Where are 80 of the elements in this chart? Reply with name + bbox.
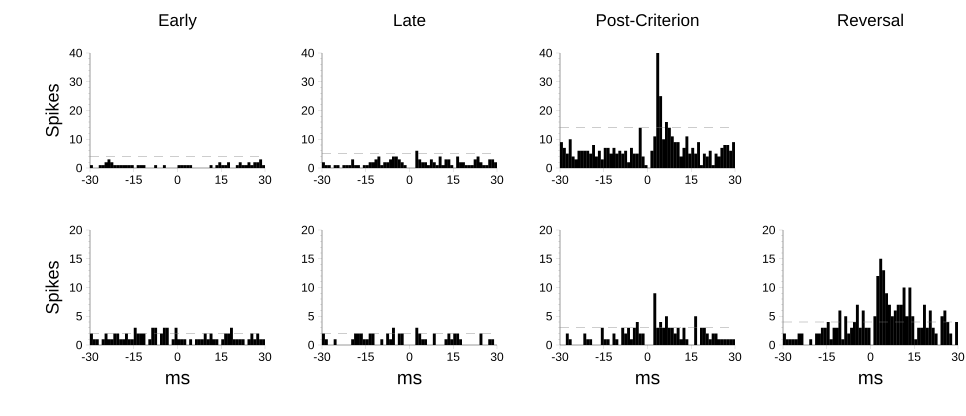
x-tick-label: 30 [952, 352, 964, 362]
y-tick-label: 5 [546, 312, 552, 320]
x-tick-label: 0 [406, 352, 412, 362]
y-tick-label: 5 [769, 312, 775, 320]
chart-title: Early [160, 14, 197, 30]
x-tick-label: -30 [82, 176, 98, 184]
x-tick-label: 0 [174, 352, 180, 362]
x-tick-label: 30 [490, 352, 504, 362]
y-tick-label: 0 [308, 340, 314, 350]
x-tick-label: -30 [774, 352, 792, 362]
x-tick-label: -15 [358, 176, 374, 184]
y-tick-label: 40 [69, 48, 82, 58]
y-tick-label: 10 [540, 283, 552, 292]
y-tick-label: 0 [76, 164, 82, 172]
y-tick-label: 0 [308, 164, 314, 172]
y-tick-label: 20 [70, 226, 82, 234]
y-tick-label: 20 [540, 226, 552, 234]
y-axis-title: Spikes [45, 261, 62, 314]
y-tick-label: 20 [302, 106, 314, 115]
x-tick-label: -30 [552, 176, 568, 184]
x-tick-label: 15 [447, 352, 460, 361]
x-axis-title: ms [636, 374, 660, 384]
y-tick-label: 20 [70, 106, 82, 115]
x-tick-label: 30 [728, 176, 742, 184]
chart-title: Late [394, 14, 426, 26]
x-tick-label: 0 [644, 176, 650, 184]
y-tick-label: 40 [301, 48, 314, 58]
x-tick-label: -15 [358, 352, 374, 361]
x-tick-label: 30 [490, 176, 504, 184]
x-tick-label: 30 [728, 352, 742, 362]
x-tick-label: -15 [596, 352, 612, 361]
x-tick-label: 15 [685, 176, 698, 184]
x-tick-label: 15 [215, 352, 228, 361]
y-tick-label: 20 [302, 226, 314, 234]
y-tick-label: 0 [546, 164, 552, 172]
x-tick-label: 0 [174, 176, 180, 184]
y-axis-title: Spikes [45, 84, 62, 137]
y-tick-label: 0 [546, 340, 552, 350]
y-tick-label: 15 [540, 254, 552, 263]
y-tick-label: 0 [769, 340, 776, 350]
y-tick-label: 30 [70, 78, 82, 86]
y-tick-label: 5 [76, 312, 82, 320]
y-tick-label: 10 [302, 283, 314, 292]
y-tick-label: 30 [302, 78, 314, 86]
y-tick-label: 15 [70, 254, 82, 263]
y-tick-label: 0 [76, 340, 82, 350]
x-tick-label: 0 [644, 352, 650, 362]
x-tick-label: -30 [314, 176, 330, 184]
y-tick-label: 10 [540, 135, 552, 144]
x-tick-label: 15 [447, 176, 460, 184]
x-tick-label: 30 [258, 176, 272, 184]
x-tick-label: -15 [818, 352, 835, 361]
y-tick-label: 20 [540, 106, 552, 115]
y-tick-label: 10 [763, 283, 776, 292]
x-tick-label: 15 [685, 352, 698, 361]
x-tick-label: 15 [908, 352, 920, 361]
y-tick-label: 15 [763, 254, 775, 263]
x-tick-label: 0 [868, 352, 874, 362]
y-tick-label: 10 [70, 283, 82, 292]
x-axis-title: ms [398, 374, 422, 384]
y-tick-label: 15 [302, 254, 314, 263]
x-tick-label: -15 [126, 352, 142, 361]
x-tick-label: -15 [126, 176, 142, 184]
y-tick-label: 10 [302, 135, 314, 144]
x-tick-label: -30 [552, 352, 568, 362]
x-axis-title: ms [859, 374, 882, 384]
x-tick-label: -30 [82, 352, 98, 362]
chart-title: Reversal [838, 14, 903, 26]
x-tick-label: 30 [258, 352, 272, 362]
x-tick-label: -30 [314, 352, 330, 362]
x-tick-label: 0 [406, 176, 412, 184]
y-tick-label: 5 [308, 312, 314, 320]
chart-title: Post-Criterion [596, 14, 698, 26]
y-tick-label: 10 [70, 135, 82, 144]
y-tick-label: 20 [762, 226, 776, 234]
x-axis-title: ms [166, 374, 190, 384]
x-tick-label: 15 [215, 176, 228, 184]
y-tick-label: 30 [540, 78, 552, 86]
y-tick-label: 40 [539, 48, 552, 58]
x-tick-label: -15 [596, 176, 612, 184]
